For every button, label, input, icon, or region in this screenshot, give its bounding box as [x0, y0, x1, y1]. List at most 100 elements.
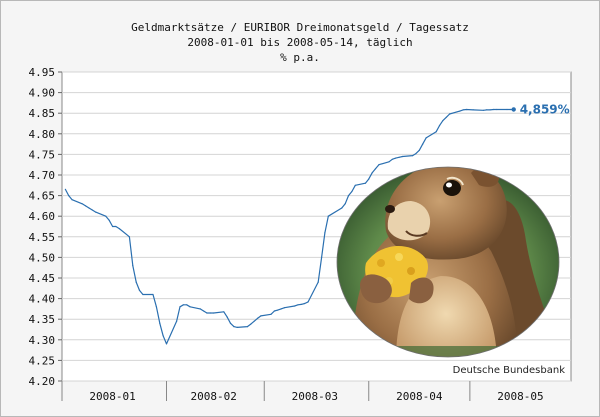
data-point — [233, 326, 235, 328]
data-point — [482, 109, 484, 111]
data-point — [449, 113, 451, 115]
data-point — [64, 188, 66, 190]
x-axis: 2008-01 2008-02 2008-03 2008-04 2008-05 — [61, 381, 544, 403]
data-point — [189, 306, 191, 308]
data-point — [95, 211, 97, 213]
y-tick-label: 4.80 — [29, 128, 56, 141]
data-point — [162, 335, 164, 337]
chart-unit: % p.a. — [280, 51, 320, 64]
data-point — [273, 310, 275, 312]
last-value-marker — [511, 107, 516, 112]
data-point — [297, 304, 299, 306]
data-point — [415, 153, 417, 155]
data-point — [344, 203, 346, 205]
data-point — [492, 108, 495, 111]
data-point — [327, 215, 329, 217]
data-point — [182, 304, 184, 306]
data-point — [496, 108, 498, 111]
data-point — [246, 326, 248, 328]
photo-credit: Deutsche Bundesbank — [453, 365, 566, 376]
data-point — [199, 308, 201, 310]
y-tick-label: 4.25 — [29, 354, 56, 367]
data-point — [395, 157, 397, 159]
x-tick-label: 2008-02 — [191, 390, 237, 403]
data-point — [138, 289, 141, 291]
data-point — [300, 303, 302, 305]
data-point — [132, 265, 134, 267]
data-point — [354, 184, 356, 186]
y-tick-label: 4.70 — [29, 169, 56, 182]
data-point — [388, 161, 390, 163]
data-point — [176, 320, 178, 322]
data-point — [401, 155, 404, 158]
data-point — [88, 207, 90, 209]
data-point — [260, 315, 262, 317]
data-point — [250, 323, 252, 325]
data-point — [142, 293, 144, 296]
y-tick-label: 4.90 — [29, 87, 56, 100]
data-point — [159, 322, 161, 324]
data-point — [270, 313, 272, 315]
data-point — [209, 312, 211, 314]
data-point — [445, 116, 447, 118]
data-point — [283, 307, 286, 309]
data-point — [412, 155, 414, 157]
data-point — [236, 326, 238, 328]
data-point — [465, 108, 468, 111]
chart-subtitle: 2008-01-01 bis 2008-05-14, täglich — [187, 36, 413, 49]
data-point — [179, 306, 181, 308]
chart-title: Geldmarktsätze / EURIBOR Dreimonatsgeld … — [131, 21, 469, 34]
x-tick-label: 2008-03 — [292, 390, 338, 403]
data-point — [206, 312, 208, 314]
data-point — [321, 256, 323, 258]
y-tick-label: 4.55 — [29, 231, 56, 244]
data-point — [317, 281, 319, 283]
last-value-annotation-group: 4,859% — [511, 102, 570, 116]
y-tick-label: 4.85 — [29, 107, 56, 120]
x-tick-label: 2008-01 — [89, 390, 135, 403]
data-point — [324, 232, 326, 234]
y-tick-label: 4.75 — [29, 148, 56, 161]
last-value-label: 4,859% — [520, 102, 570, 116]
data-point — [374, 168, 377, 170]
data-point — [347, 195, 350, 197]
y-tick-label: 4.60 — [29, 210, 56, 223]
data-point — [472, 109, 474, 111]
data-point — [506, 108, 508, 111]
data-point — [351, 190, 353, 193]
y-tick-label: 4.95 — [29, 66, 56, 79]
data-point — [364, 182, 366, 184]
x-tick-label: 2008-05 — [497, 390, 543, 403]
data-point — [223, 311, 225, 313]
data-point — [442, 120, 444, 122]
data-point — [71, 199, 73, 201]
data-point — [165, 343, 168, 345]
y-tick-label: 4.40 — [29, 293, 56, 306]
data-point — [391, 158, 393, 160]
data-point — [378, 164, 380, 166]
y-tick-label: 4.50 — [29, 251, 56, 264]
data-point — [152, 293, 154, 296]
data-point — [203, 310, 205, 312]
series-line — [64, 108, 514, 345]
series-line-group — [64, 108, 515, 345]
data-point — [155, 306, 157, 308]
data-point — [186, 304, 188, 306]
data-point — [253, 320, 255, 322]
y-tick-label: 4.20 — [29, 375, 56, 388]
y-axis-tick-labels: 4.95 4.90 4.85 4.80 4.75 4.70 4.65 4.60 4.55 4.50… — [29, 66, 56, 388]
data-point — [398, 156, 400, 158]
data-point — [341, 207, 343, 209]
data-point — [256, 317, 259, 319]
data-point — [213, 312, 215, 314]
data-point — [68, 195, 70, 197]
data-point — [112, 225, 114, 228]
data-point — [438, 125, 441, 127]
data-point — [304, 302, 306, 305]
data-point — [435, 131, 437, 133]
data-point — [294, 305, 296, 307]
data-point — [489, 109, 491, 111]
data-point — [115, 225, 117, 228]
y-tick-label: 4.65 — [29, 190, 56, 203]
